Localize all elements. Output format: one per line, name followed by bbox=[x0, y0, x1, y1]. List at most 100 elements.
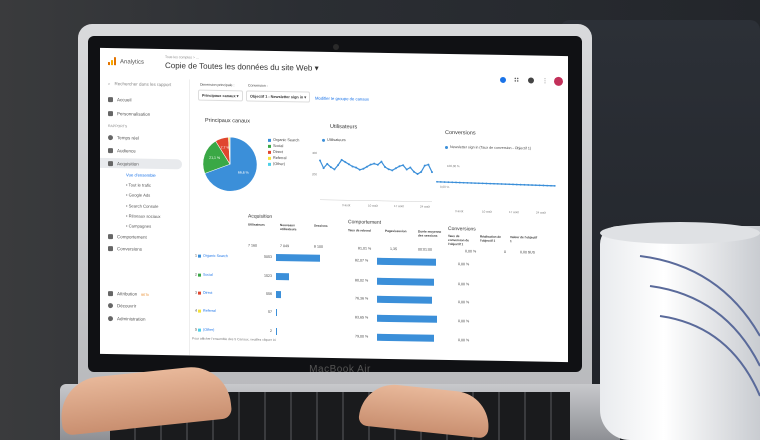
page-title[interactable]: Copie de Toutes les données du site Web … bbox=[165, 61, 319, 73]
users-point[interactable] bbox=[416, 172, 419, 175]
sidebar-item-acquisition[interactable]: Acquisition bbox=[108, 161, 139, 167]
more-vert-icon[interactable]: ⋮ bbox=[542, 78, 548, 85]
users-point[interactable] bbox=[344, 161, 347, 164]
conversion-point[interactable] bbox=[523, 183, 526, 186]
conversion-point[interactable] bbox=[515, 183, 518, 186]
conversion-point[interactable] bbox=[481, 182, 484, 185]
conversion-point[interactable] bbox=[462, 181, 465, 184]
table-footer-link[interactable]: Pour afficher l'ensemble des 5 Canaux, v… bbox=[192, 336, 276, 342]
column-header[interactable]: Taux de conversion de l'objectif 1 bbox=[448, 233, 469, 247]
conversion-point[interactable] bbox=[466, 181, 469, 184]
dimension-dropdown[interactable]: Principaux canaux ▾ bbox=[198, 89, 243, 102]
users-point[interactable] bbox=[402, 164, 405, 167]
conversion-point[interactable] bbox=[496, 182, 499, 185]
users-point[interactable] bbox=[369, 163, 372, 166]
conversion-point[interactable] bbox=[493, 182, 495, 185]
column-header[interactable]: Valeur de l'objectif 1 bbox=[510, 235, 538, 244]
users-point[interactable] bbox=[322, 167, 325, 170]
conversion-point[interactable] bbox=[500, 183, 503, 185]
conversion-point[interactable] bbox=[458, 181, 461, 184]
conversion-point[interactable] bbox=[474, 182, 476, 185]
users-point[interactable] bbox=[409, 166, 412, 169]
modify-channel-group-link[interactable]: Modifier le groupe de canaux bbox=[315, 95, 370, 102]
conversion-point[interactable] bbox=[504, 183, 507, 186]
conversion-point[interactable] bbox=[436, 180, 438, 183]
conversion-point[interactable] bbox=[455, 181, 457, 184]
column-header[interactable]: Sessions bbox=[314, 223, 328, 228]
pie-slice[interactable] bbox=[202, 140, 231, 174]
users-point[interactable] bbox=[420, 170, 423, 173]
sidebar-sub-reseaux[interactable]: • Réseaux sociaux bbox=[126, 213, 161, 219]
notifications-icon[interactable] bbox=[500, 76, 506, 84]
sidebar-item-administration[interactable]: Administration bbox=[108, 316, 146, 322]
pie-slice[interactable] bbox=[204, 136, 258, 192]
users-point[interactable] bbox=[427, 163, 430, 166]
conversion-point[interactable] bbox=[508, 183, 511, 186]
users-point[interactable] bbox=[412, 170, 415, 173]
column-header[interactable]: Nouveaux utilisateurs bbox=[280, 223, 297, 232]
sidebar-item-accueil[interactable]: Accueil bbox=[108, 97, 132, 102]
table-row-channel[interactable]: 1 Organic Search bbox=[195, 254, 228, 259]
column-header[interactable]: Durée moyenne des sessions bbox=[418, 229, 442, 238]
conversion-point[interactable] bbox=[527, 184, 530, 186]
conversion-point[interactable] bbox=[519, 183, 522, 186]
users-point[interactable] bbox=[394, 167, 397, 170]
users-point[interactable] bbox=[351, 165, 354, 168]
sidebar-sub-tout-trafic[interactable]: • Tout le trafic bbox=[126, 182, 152, 188]
users-point[interactable] bbox=[380, 160, 383, 163]
users-point[interactable] bbox=[423, 164, 426, 167]
conversion-point[interactable] bbox=[447, 181, 450, 184]
users-point[interactable] bbox=[387, 168, 390, 171]
sidebar-sub-campagnes[interactable]: • Campagnes bbox=[126, 223, 152, 229]
sidebar-sub-search-console[interactable]: • Search Console bbox=[126, 203, 159, 209]
sidebar-item-conversions[interactable]: Conversions bbox=[108, 246, 142, 252]
users-point[interactable] bbox=[329, 166, 332, 169]
conversion-point[interactable] bbox=[470, 182, 473, 184]
apps-grid-icon[interactable] bbox=[514, 77, 519, 83]
users-point[interactable] bbox=[347, 163, 350, 166]
sidebar-item-personnalisation[interactable]: Personnalisation bbox=[108, 111, 150, 117]
users-point[interactable] bbox=[337, 164, 340, 167]
sidebar-item-audience[interactable]: Audience bbox=[108, 148, 136, 154]
conversion-point[interactable] bbox=[546, 184, 549, 187]
column-header[interactable]: Utilisateurs bbox=[248, 222, 265, 227]
avatar[interactable] bbox=[554, 76, 563, 86]
users-point[interactable] bbox=[362, 167, 365, 170]
users-point[interactable] bbox=[333, 168, 336, 171]
users-point[interactable] bbox=[365, 165, 368, 168]
conversion-point[interactable] bbox=[485, 182, 488, 185]
users-point[interactable] bbox=[373, 162, 376, 165]
users-point[interactable] bbox=[398, 165, 401, 168]
users-point[interactable] bbox=[326, 162, 329, 165]
sidebar-item-temps-reel[interactable]: Temps réel bbox=[108, 135, 139, 141]
users-point[interactable] bbox=[319, 159, 321, 162]
conversion-dropdown[interactable]: Objectif 1 : Newsletter sign in ▾ bbox=[246, 90, 311, 103]
conversion-point[interactable] bbox=[439, 181, 442, 183]
conversion-point[interactable] bbox=[538, 184, 541, 187]
sidebar-item-attribution[interactable]: Attribution BETA bbox=[108, 291, 149, 297]
table-row-channel[interactable]: 2 Social bbox=[195, 273, 213, 277]
users-point[interactable] bbox=[376, 163, 379, 166]
users-point[interactable] bbox=[355, 166, 358, 169]
table-row-channel[interactable]: 3 Direct bbox=[195, 291, 212, 295]
conversion-point[interactable] bbox=[512, 183, 514, 186]
sidebar-sub-vue-ensemble[interactable]: Vue d'ensemble bbox=[126, 172, 156, 178]
users-point[interactable] bbox=[358, 168, 361, 171]
conversion-point[interactable] bbox=[451, 181, 454, 184]
sidebar-item-comportement[interactable]: Comportement bbox=[108, 234, 147, 240]
users-point[interactable] bbox=[384, 166, 387, 169]
conversion-point[interactable] bbox=[489, 182, 492, 185]
table-row-channel[interactable]: 5 (Other) bbox=[195, 328, 214, 332]
conversion-point[interactable] bbox=[531, 184, 533, 186]
users-point[interactable] bbox=[391, 169, 394, 172]
conversion-point[interactable] bbox=[534, 184, 537, 187]
conversion-point[interactable] bbox=[542, 184, 545, 187]
report-search[interactable]: ⌕ Rechercher dans les rapport bbox=[108, 81, 171, 87]
column-header[interactable]: Pages/session bbox=[385, 228, 407, 234]
conversion-point[interactable] bbox=[477, 182, 480, 185]
conversion-point[interactable] bbox=[443, 181, 446, 183]
users-point[interactable] bbox=[431, 171, 433, 174]
conversion-point[interactable] bbox=[553, 184, 556, 187]
users-point[interactable] bbox=[405, 168, 408, 171]
table-row-channel[interactable]: 4 Referral bbox=[195, 309, 216, 313]
